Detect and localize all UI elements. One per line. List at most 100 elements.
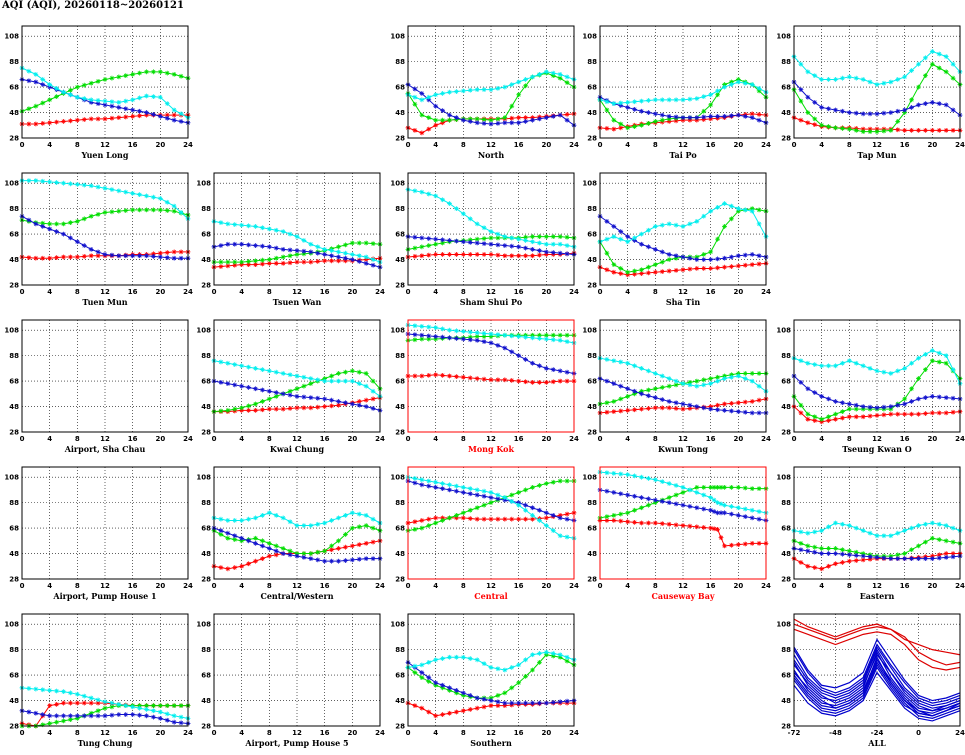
data-point xyxy=(95,253,101,259)
data-point xyxy=(171,249,177,255)
data-point xyxy=(109,99,115,105)
data-point xyxy=(625,272,631,278)
data-point xyxy=(729,216,734,222)
data-point xyxy=(33,71,39,77)
data-point xyxy=(550,512,556,518)
data-point xyxy=(260,512,265,518)
data-point xyxy=(646,270,651,276)
data-point xyxy=(178,111,184,117)
data-point xyxy=(867,365,873,371)
data-point xyxy=(433,372,439,378)
data-point xyxy=(426,483,432,489)
data-point xyxy=(280,406,286,412)
data-point xyxy=(673,406,679,411)
data-point xyxy=(860,553,866,559)
data-point xyxy=(460,690,466,696)
data-point xyxy=(923,539,928,545)
data-point xyxy=(550,73,556,79)
data-point xyxy=(474,330,480,336)
data-point xyxy=(225,259,231,265)
data-point xyxy=(812,549,818,555)
x-tick-label: 4 xyxy=(47,435,52,443)
data-point xyxy=(495,252,501,258)
data-point xyxy=(495,492,501,498)
data-point xyxy=(902,74,908,80)
y-tick-label: 108 xyxy=(582,33,597,41)
data-point xyxy=(370,396,376,402)
data-point xyxy=(102,713,108,719)
data-point xyxy=(315,404,321,410)
data-point xyxy=(659,269,665,275)
data-point xyxy=(370,388,376,394)
x-tick-label: 12 xyxy=(486,288,496,296)
data-point xyxy=(943,69,949,75)
data-point xyxy=(659,222,665,228)
data-point xyxy=(246,259,251,264)
y-tick-label: 28 xyxy=(201,282,211,290)
data-point xyxy=(88,97,94,103)
data-point xyxy=(123,106,129,112)
data-point xyxy=(888,404,894,409)
data-point xyxy=(137,95,142,101)
data-point xyxy=(433,515,439,521)
x-tick-label: 0 xyxy=(406,582,411,590)
series-line xyxy=(793,648,961,709)
data-point xyxy=(625,234,631,240)
data-point xyxy=(266,546,272,551)
data-point xyxy=(673,492,679,498)
data-point xyxy=(137,207,142,213)
data-point xyxy=(440,515,445,521)
data-point xyxy=(846,358,852,364)
data-point xyxy=(909,105,914,110)
data-point xyxy=(537,651,542,656)
data-point xyxy=(646,264,651,270)
data-point xyxy=(557,234,563,240)
data-point xyxy=(632,124,637,129)
data-point xyxy=(819,566,825,572)
data-point xyxy=(123,712,129,717)
data-point xyxy=(157,94,163,100)
data-point xyxy=(412,519,418,525)
data-point xyxy=(694,383,700,389)
y-tick-label: 108 xyxy=(4,180,19,188)
panel-label: Yuen Long xyxy=(81,150,129,160)
data-point xyxy=(632,268,637,274)
panel-label: Southern xyxy=(470,738,512,748)
data-point xyxy=(239,407,245,413)
data-point xyxy=(280,254,286,260)
data-point xyxy=(164,115,170,121)
data-point xyxy=(171,203,177,209)
data-point xyxy=(343,532,348,537)
data-point xyxy=(618,511,624,517)
x-tick-label: 16 xyxy=(900,435,910,443)
data-point xyxy=(81,713,87,719)
y-tick-label: 108 xyxy=(390,327,405,335)
plot-frame xyxy=(599,319,767,433)
y-tick-label: 28 xyxy=(395,429,405,437)
data-point xyxy=(488,229,494,234)
data-point xyxy=(225,221,231,227)
data-point xyxy=(916,523,921,528)
data-point xyxy=(604,378,610,384)
x-tick-label: 0 xyxy=(598,582,603,590)
data-point xyxy=(523,507,528,513)
data-point xyxy=(488,698,494,703)
data-point xyxy=(171,713,177,719)
data-point xyxy=(708,249,714,255)
data-point xyxy=(680,254,686,260)
data-point xyxy=(909,97,914,103)
data-point xyxy=(618,471,624,477)
data-point xyxy=(419,518,425,523)
data-point xyxy=(467,707,473,712)
data-point xyxy=(26,686,32,691)
data-point xyxy=(370,516,376,522)
x-tick-label: 0 xyxy=(212,288,217,296)
data-point xyxy=(280,371,286,376)
data-point xyxy=(481,225,487,231)
data-point xyxy=(130,704,136,710)
data-point xyxy=(735,409,741,415)
data-point xyxy=(943,54,949,59)
data-point xyxy=(356,511,362,517)
data-point xyxy=(543,115,549,121)
